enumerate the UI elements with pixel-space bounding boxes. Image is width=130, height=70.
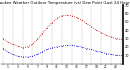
Title: Milwaukee Weather Outdoor Temperature (vs) Dew Point (Last 24 Hours): Milwaukee Weather Outdoor Temperature (v… [0, 1, 130, 5]
